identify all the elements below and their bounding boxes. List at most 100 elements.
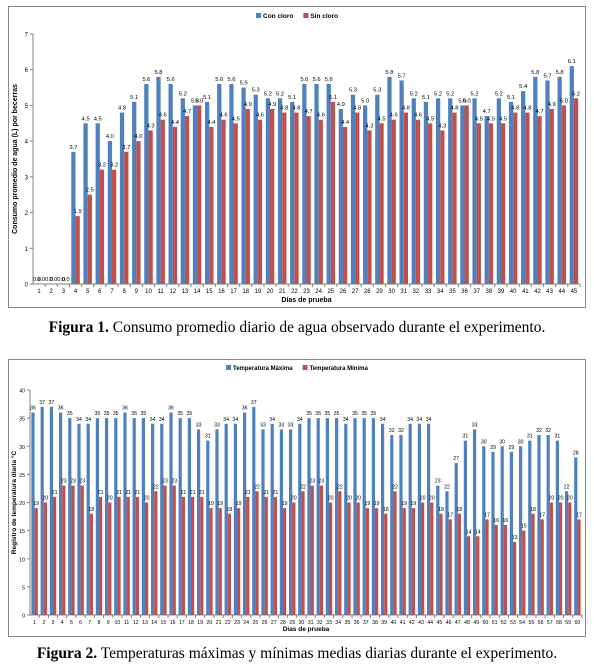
chart-2-bar-s1 (104, 418, 109, 615)
chart-2-bar-s2 (273, 496, 278, 615)
chart-2-x-tick-label: 42 (409, 620, 415, 626)
chart-2-bar-s2 (108, 502, 112, 615)
chart-1-data-label: 5.2 (446, 91, 454, 97)
chart-2-x-tick-label: 50 (483, 620, 489, 626)
chart-2-x-tick-label: 29 (289, 620, 295, 626)
chart-2-data-label: 34 (407, 417, 413, 423)
chart-2-bar-s1 (95, 418, 99, 615)
chart-1-data-label: 4.5 (82, 116, 90, 122)
chart-2-x-tick-label: 25 (253, 620, 259, 626)
chart-2-bar-s1 (187, 418, 191, 615)
chart-2-x-tick-label: 31 (308, 620, 314, 626)
chart-1-y-tick-label: 2 (25, 211, 29, 217)
chart-2-data-label: 19 (33, 501, 39, 507)
chart-2-data-label: 28 (573, 451, 579, 457)
chart-2-data-label: 36 (242, 406, 248, 412)
chart-2-bar-s1 (279, 429, 283, 615)
chart-1-x-tick-label: 41 (522, 289, 529, 295)
chart-1-bar-s2 (148, 130, 153, 284)
chart-1-data-label: 4.6 (220, 113, 228, 119)
chart-1-y-tick-label: 1 (25, 247, 29, 253)
chart-1-data-label: 5.2 (495, 91, 503, 97)
chart-1-bar-s2 (160, 119, 165, 284)
chart-2-data-label: 34 (343, 417, 349, 423)
chart-2-data-label: 34 (223, 417, 229, 423)
chart-2-bar-s2 (559, 502, 563, 615)
chart-2-x-tick-label: 34 (335, 620, 341, 626)
chart-1-x-tick-label: 36 (461, 289, 468, 295)
chart-1-data-label: 4.0 (106, 134, 114, 140)
chart-2-data-label: 31 (462, 434, 468, 440)
chart-2-bar-s1 (417, 423, 421, 615)
chart-1-x-tick-label: 12 (169, 289, 176, 295)
chart-1-x-tick-label: 6 (98, 289, 102, 295)
chart-1-data-label: 4.8 (280, 106, 288, 112)
chart-2-y-tick-label: 40 (19, 389, 25, 395)
chart-2-x-tick-label: 2 (42, 620, 45, 626)
chart-2-bar-s1 (472, 429, 477, 615)
chart-1-data-label: 3.2 (98, 163, 106, 169)
chart-1-data-label: 4.9 (548, 102, 556, 108)
chart-2-data-label: 20 (429, 496, 435, 502)
chart-1-y-axis-label: Consumo promedio de agua (L) por becerra… (12, 84, 19, 234)
chart-2-data-label: 19 (365, 501, 371, 507)
chart-1-data-label: 4.5 (232, 116, 240, 122)
chart-2-y-tick-label: 5 (22, 585, 25, 591)
chart-1-bar-s2 (99, 169, 105, 284)
chart-1-bar-s1 (496, 98, 501, 285)
chart-1-x-tick-label: 38 (485, 289, 492, 295)
chart-1-data-label: 4.4 (341, 120, 350, 126)
chart-2-data-label: 32 (398, 428, 404, 434)
chart-2-bar-s2 (503, 525, 508, 615)
chart-2-data-label: 34 (159, 417, 165, 423)
chart-2-y-tick-label: 35 (19, 417, 25, 423)
figure-2-caption-text: Temperaturas máximas y mínimas medias di… (97, 645, 558, 662)
chart-2-data-label: 33 (196, 422, 202, 428)
chart-2-x-tick-label: 58 (556, 620, 562, 626)
chart-1-bar-s1 (71, 151, 76, 284)
chart-1-bar-s1 (107, 141, 113, 284)
chart-1-data-label: 5.3 (373, 88, 381, 94)
chart-2-data-label: 19 (236, 501, 242, 507)
chart-2-bar-s1 (445, 491, 449, 615)
chart-2-data-label: 19 (411, 501, 417, 507)
chart-2-data-label: 22 (300, 484, 306, 490)
chart-2-data-label: 31 (205, 434, 211, 440)
chart-2-bar-s2 (181, 496, 186, 615)
chart-2-bar-s1 (77, 423, 81, 615)
chart-2-data-label: 23 (319, 479, 325, 485)
chart-1-bar-s2 (391, 119, 396, 284)
chart-2-x-tick-label: 4 (61, 620, 64, 626)
chart-2-data-label: 21 (190, 490, 196, 496)
chart-1-bar-s2 (513, 112, 518, 284)
chart-2-bar-s2 (540, 519, 544, 615)
chart-1-data-label: 5.8 (556, 70, 564, 76)
chart-2-bar-s1 (86, 423, 90, 615)
chart-2-x-tick-label: 41 (400, 620, 406, 626)
chart-2-legend-swatch (226, 365, 231, 370)
chart-1-data-label: 5.6 (227, 77, 235, 83)
figure-1-caption-label: Figura 1. (48, 319, 109, 336)
chart-2-bar-s2 (531, 513, 535, 615)
chart-1-data-label: 5.5 (240, 81, 248, 87)
chart-2-bar-s1 (261, 429, 265, 615)
chart-2-x-tick-label: 56 (538, 620, 544, 626)
chart-2-data-label: 35 (352, 411, 358, 417)
chart-2-y-tick-label: 30 (19, 445, 25, 451)
chart-2-data-label: 35 (67, 411, 73, 417)
chart-2-data-label: 17 (484, 512, 490, 518)
chart-2-x-tick-label: 35 (345, 620, 351, 626)
chart-2-x-tick-label: 53 (510, 620, 516, 626)
chart-2-data-label: 13 (512, 535, 518, 541)
chart-2-bar-s2 (310, 485, 314, 615)
chart-1-x-tick-label: 34 (437, 289, 444, 295)
chart-1-bar-s2 (379, 123, 384, 285)
chart-2-bar-s1 (307, 418, 311, 615)
chart-2-data-label: 19 (217, 501, 223, 507)
chart-1-bar-s1 (569, 66, 574, 285)
chart-1-bar-s2 (415, 119, 421, 284)
chart-1-x-tick-label: 35 (449, 289, 456, 295)
chart-1-bar-s1 (326, 84, 331, 284)
chart-1-bar-s2 (270, 109, 275, 284)
